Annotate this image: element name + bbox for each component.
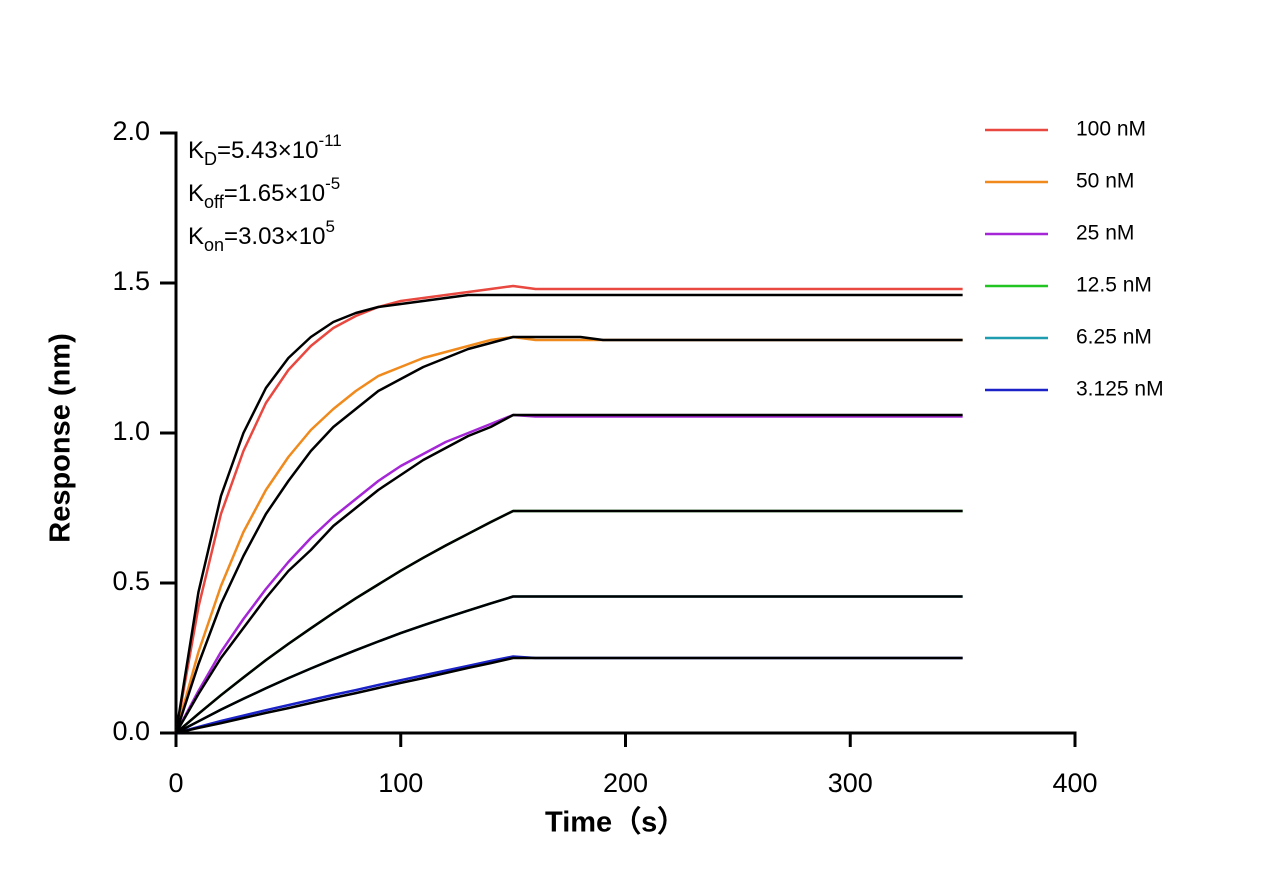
annotation-exponent: 5 [325, 217, 334, 236]
x-tick-label: 400 [1052, 768, 1097, 798]
x-tick-label: 300 [828, 768, 873, 798]
annotation: Koff=1.65×10-5 [188, 174, 340, 211]
legend-label: 25 nM [1076, 222, 1134, 245]
annotation-subscript: off [204, 192, 225, 212]
y-tick-label: 1.5 [112, 266, 150, 296]
fit-line [174, 293, 963, 734]
legend-label: 100 nM [1076, 118, 1146, 141]
annotation-symbol: K [188, 223, 204, 250]
annotation-exponent: -11 [318, 131, 341, 150]
data-line [174, 413, 963, 734]
legend-label: 3.125 nM [1076, 378, 1164, 401]
y-axis-title: Response (nm) [45, 333, 77, 542]
fit-line [175, 595, 963, 735]
y-tick-label: 0.5 [112, 566, 150, 596]
annotation-text: =3.03×10 [224, 223, 325, 250]
data-line [175, 509, 963, 734]
annotation: Kon=3.03×105 [188, 217, 335, 254]
annotation-subscript: D [204, 149, 217, 169]
annotation-exponent: -5 [325, 174, 340, 193]
x-tick-label: 100 [378, 768, 423, 798]
fit-line [175, 656, 963, 735]
fit-line [174, 335, 963, 734]
legend-label: 12.5 nM [1076, 274, 1152, 297]
y-tick-label: 0.0 [112, 716, 150, 746]
x-tick-label: 0 [168, 768, 183, 798]
data-line [175, 595, 963, 735]
y-tick-label: 2.0 [112, 116, 150, 146]
annotation: KD=5.43×10-11 [188, 131, 342, 168]
fit-line [175, 509, 963, 734]
annotation-text: =1.65×10 [224, 180, 325, 207]
annotation-subscript: on [204, 235, 224, 255]
data-line [174, 335, 963, 734]
data-line [174, 284, 963, 734]
x-tick-label: 200 [603, 768, 648, 798]
legend-label: 50 nM [1076, 170, 1134, 193]
fit-line [174, 413, 963, 734]
annotation-symbol: K [188, 180, 204, 207]
legend-label: 6.25 nM [1076, 326, 1152, 349]
x-axis-title: Time（s） [545, 806, 686, 839]
y-tick-label: 1.0 [112, 416, 150, 446]
annotation-text: =5.43×10 [217, 137, 318, 164]
data-line [175, 655, 963, 735]
annotation-symbol: K [188, 137, 204, 164]
